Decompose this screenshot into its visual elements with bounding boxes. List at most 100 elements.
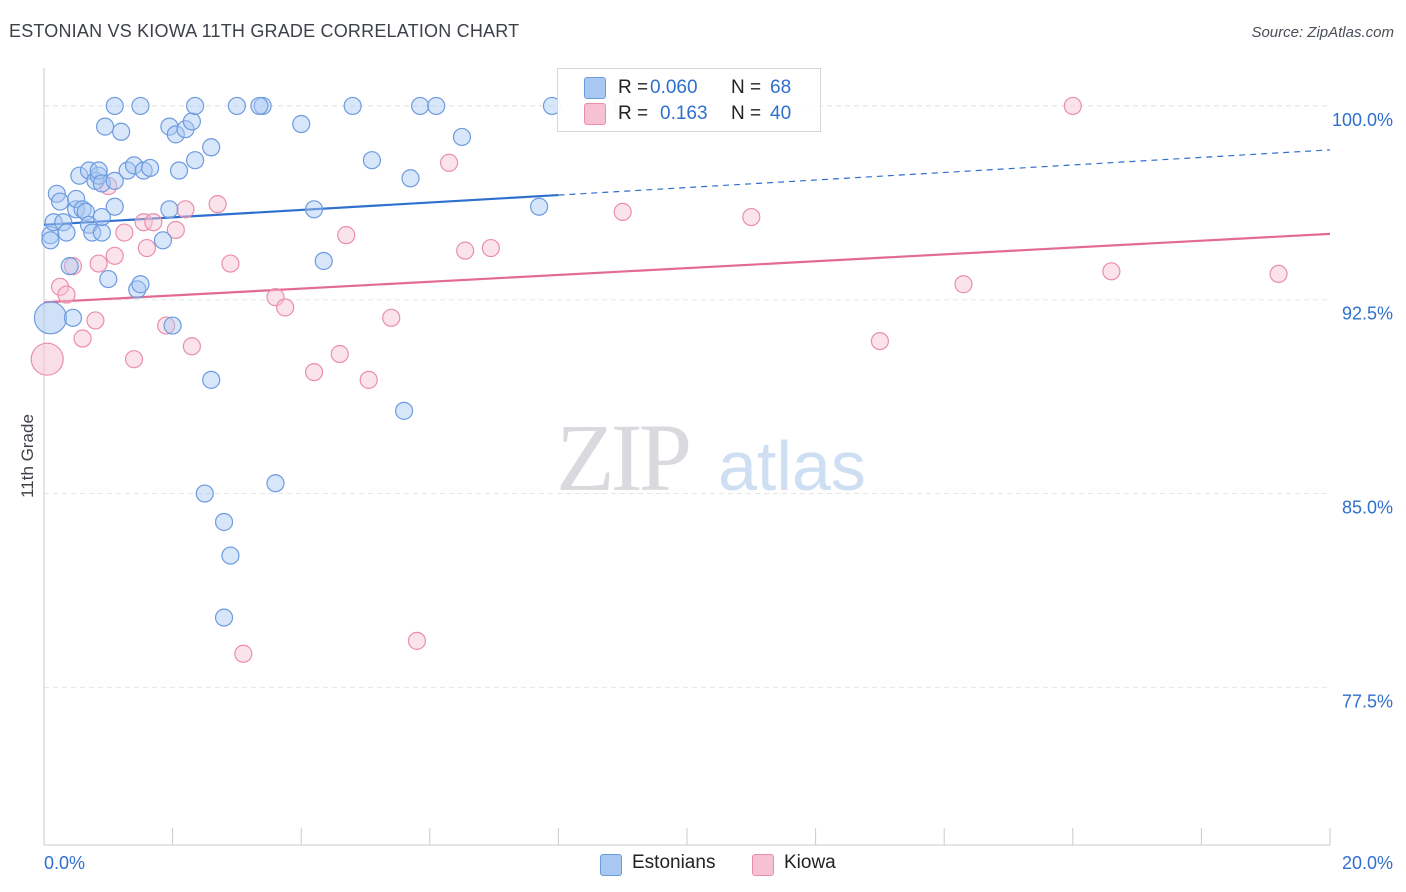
estonians-point	[99, 269, 118, 289]
kiowa-point	[276, 298, 295, 317]
axes	[43, 68, 1331, 846]
estonians-point	[44, 213, 63, 232]
estonians-point	[50, 192, 70, 211]
estonians-point	[54, 213, 73, 232]
estonians-point	[63, 308, 83, 327]
r-label: R =	[618, 77, 649, 98]
estonians-point	[105, 96, 124, 116]
kiowa-point	[134, 213, 153, 232]
estonians-point	[105, 197, 124, 216]
kiowa-point	[234, 644, 253, 663]
estonians-point	[214, 512, 234, 532]
y-tick-label: 77.5%	[1342, 691, 1393, 711]
kiowa-point	[182, 337, 201, 356]
kiowa-point	[954, 275, 973, 294]
kiowa-legend-swatch	[752, 854, 774, 876]
estonians-point	[250, 96, 269, 116]
trend-lines	[43, 149, 1331, 304]
n-value: 68	[770, 77, 792, 98]
n-label: N =	[731, 77, 762, 98]
estonians-point	[128, 280, 147, 299]
estonians-point	[163, 316, 182, 335]
y-tick-label: 85.0%	[1342, 498, 1393, 518]
kiowa-point	[157, 316, 176, 335]
estonians-point	[530, 197, 549, 216]
r-value: 0.060	[650, 77, 698, 98]
estonians-point	[169, 161, 189, 180]
kiowa-point	[359, 370, 378, 389]
estonians-point	[292, 114, 311, 134]
estonians-point	[131, 96, 150, 116]
estonians-legend-swatch	[600, 854, 622, 876]
estonians-point	[92, 223, 111, 242]
estonians-point	[160, 200, 179, 219]
kiowa-point	[304, 362, 324, 382]
kiowa-point	[73, 329, 92, 348]
y-tick-label: 100.0%	[1332, 110, 1393, 130]
kiowa-point	[137, 238, 156, 258]
estonians-point	[343, 96, 362, 116]
estonians-point	[105, 171, 124, 190]
kiowa-point	[176, 200, 195, 219]
kiowa-point	[1063, 96, 1082, 116]
estonians-point	[131, 275, 150, 294]
kiowa-point	[382, 308, 401, 327]
estonians-point	[41, 231, 60, 250]
kiowa-point	[166, 220, 185, 240]
r-label: R =	[618, 103, 649, 124]
estonians-point	[79, 161, 99, 180]
kiowa-point	[613, 202, 632, 221]
n-value: 40	[770, 103, 792, 124]
kiowa-point	[330, 344, 349, 364]
watermark: ZIP atlas	[556, 404, 866, 511]
kiowa-point	[1102, 262, 1121, 281]
y-tick-label: 92.5%	[1342, 304, 1393, 324]
estonians-point	[140, 158, 160, 178]
watermark-atlas: atlas	[718, 427, 866, 505]
estonians-trend-line	[43, 193, 559, 226]
kiowa-point	[870, 331, 890, 351]
estonians-point	[362, 151, 382, 170]
kiowa-point	[124, 350, 144, 369]
estonians-point	[166, 125, 185, 144]
kiowa-point	[337, 226, 356, 245]
kiowa-point	[57, 285, 76, 304]
estonians-point	[92, 207, 111, 227]
kiowa-point	[144, 213, 163, 232]
estonians-point	[33, 301, 68, 335]
estonians-point	[221, 546, 240, 565]
estonians-point	[202, 370, 221, 389]
chart-title: ESTONIAN VS KIOWA 11TH GRADE CORRELATION…	[9, 21, 520, 41]
estonians-point	[452, 127, 472, 147]
estonians-point	[227, 96, 246, 116]
estonians-point	[394, 401, 414, 420]
kiowa-point	[1269, 264, 1288, 284]
kiowa-point	[742, 207, 761, 227]
estonians-point	[112, 122, 131, 141]
estonians-point	[67, 189, 86, 209]
kiowa-point	[221, 254, 240, 273]
estonians-point	[70, 166, 89, 185]
estonians-swatch	[584, 77, 606, 99]
grid-lines	[44, 105, 1330, 688]
r-value: 0.163	[660, 103, 708, 124]
kiowa-point	[86, 311, 105, 330]
estonians-point	[411, 96, 430, 116]
source-label: Source: ZipAtlas.com	[1251, 24, 1394, 41]
kiowa-point	[30, 342, 64, 376]
estonians-point	[60, 257, 79, 276]
estonians-trend-extension	[558, 149, 1331, 196]
x-tick-label: 20.0%	[1342, 853, 1393, 873]
estonians-point	[195, 484, 214, 503]
data-points	[30, 96, 1288, 663]
estonians-legend-label: Estonians	[632, 852, 716, 873]
estonians-point	[266, 474, 285, 493]
estonians-point	[314, 251, 333, 271]
kiowa-point	[407, 631, 427, 650]
estonians-point	[186, 96, 205, 116]
estonians-point	[401, 169, 420, 188]
n-label: N =	[731, 103, 762, 124]
estonians-point	[95, 117, 115, 136]
kiowa-point	[439, 153, 459, 172]
kiowa-point	[115, 223, 134, 242]
